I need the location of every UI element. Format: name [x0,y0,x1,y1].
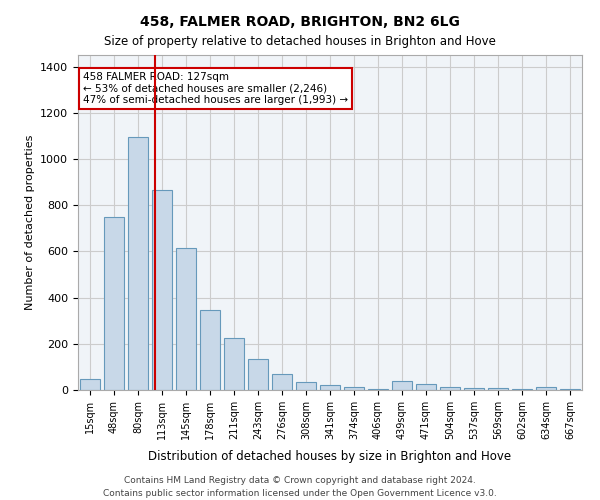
Bar [368,389,388,390]
Bar [200,310,220,390]
Text: Contains public sector information licensed under the Open Government Licence v3: Contains public sector information licen… [103,488,497,498]
Bar [344,387,364,390]
Text: 458 FALMER ROAD: 127sqm
← 53% of detached houses are smaller (2,246)
47% of semi: 458 FALMER ROAD: 127sqm ← 53% of detache… [83,72,348,105]
Bar [536,387,556,390]
Bar [416,384,436,390]
Bar [248,359,268,390]
Text: Size of property relative to detached houses in Brighton and Hove: Size of property relative to detached ho… [104,35,496,48]
Bar [320,386,340,390]
Bar [104,216,124,390]
Bar [128,137,148,390]
Bar [176,248,196,390]
Y-axis label: Number of detached properties: Number of detached properties [25,135,35,310]
X-axis label: Distribution of detached houses by size in Brighton and Hove: Distribution of detached houses by size … [148,450,512,463]
Bar [272,374,292,390]
Bar [80,379,100,390]
Bar [152,190,172,390]
Bar [488,388,508,390]
Bar [296,382,316,390]
Bar [392,381,412,390]
Bar [464,388,484,390]
Bar [224,338,244,390]
Bar [560,389,580,390]
Text: Contains HM Land Registry data © Crown copyright and database right 2024.: Contains HM Land Registry data © Crown c… [124,476,476,485]
Text: 458, FALMER ROAD, BRIGHTON, BN2 6LG: 458, FALMER ROAD, BRIGHTON, BN2 6LG [140,15,460,29]
Bar [440,386,460,390]
Bar [512,389,532,390]
